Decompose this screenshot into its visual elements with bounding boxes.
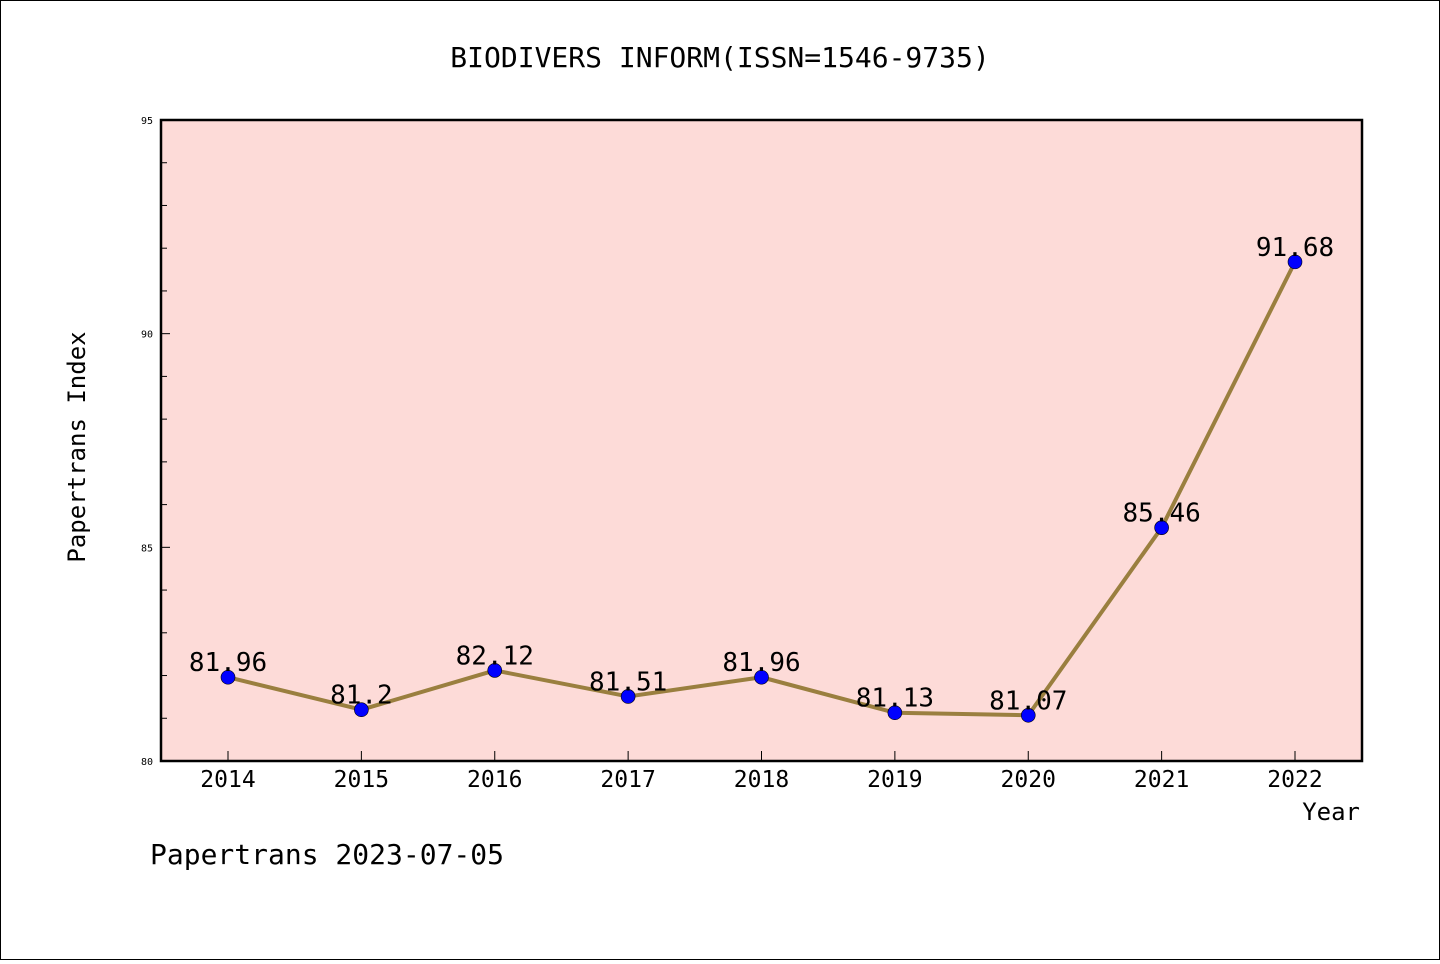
data-label: 81.96 xyxy=(722,648,800,678)
data-point xyxy=(1287,254,1303,270)
data-point xyxy=(887,705,903,721)
data-label: 81.51 xyxy=(589,667,667,697)
data-label: 91.68 xyxy=(1256,233,1334,263)
x-tick-label: 2022 xyxy=(1267,767,1322,793)
x-tick-label: 2016 xyxy=(467,767,522,793)
data-point xyxy=(620,689,636,704)
x-axis-label: Year xyxy=(1302,798,1360,826)
data-point xyxy=(220,669,236,685)
x-tick-label: 2019 xyxy=(867,767,922,793)
y-axis-label: Papertrans Index xyxy=(63,331,91,562)
data-point xyxy=(1020,707,1036,723)
y-tick-label: 90 xyxy=(141,330,153,341)
x-tick-label: 2018 xyxy=(734,767,789,793)
x-tick-label: 2020 xyxy=(1001,767,1056,793)
series: 81.96 81.2 82.12 81.51 81.96 81.13 81.07 85.46 9… xyxy=(189,233,1334,723)
data-label: 81.13 xyxy=(856,684,934,714)
x-tick-label: 2017 xyxy=(600,767,655,793)
data-label: 81.07 xyxy=(989,686,1067,716)
y-tick-label: 80 xyxy=(141,757,153,768)
data-label: 82.12 xyxy=(456,641,534,671)
x-tick-label: 2015 xyxy=(334,767,389,793)
plot-border xyxy=(159,118,1364,763)
y-tick-label: 85 xyxy=(141,543,153,554)
plot-area xyxy=(161,120,1362,761)
x-axis: 2014 2015 2016 2017 2018 2019 2020 2021 2022 xyxy=(200,751,1323,793)
data-label: 81.2 xyxy=(330,681,393,711)
data-point xyxy=(754,669,769,685)
chart-title: BIODIVERS INFORM(ISSN=1546-9735) xyxy=(450,41,989,74)
footer-date: Papertrans 2023-07-05 xyxy=(150,838,504,871)
data-point xyxy=(1154,520,1169,535)
x-tick-label: 2014 xyxy=(200,767,255,793)
data-label: 81.96 xyxy=(189,648,267,678)
y-tick-label: 95 xyxy=(141,116,153,127)
data-point xyxy=(487,663,503,678)
data-point xyxy=(354,702,369,718)
x-tick-label: 2021 xyxy=(1134,767,1189,793)
data-label: 85.46 xyxy=(1122,499,1200,529)
